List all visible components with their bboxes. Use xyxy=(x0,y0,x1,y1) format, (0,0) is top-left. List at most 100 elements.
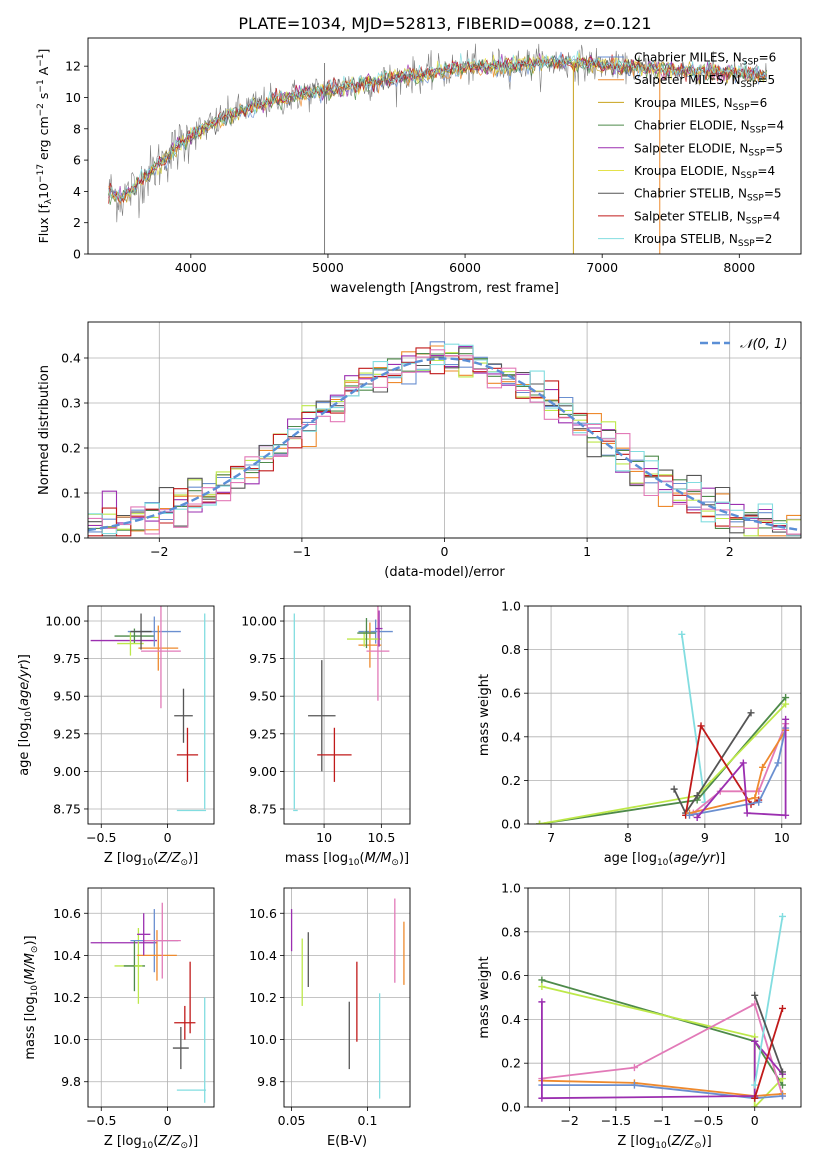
legend-label-8: Kroupa STELIB, NSSP=2 xyxy=(634,232,772,249)
weight_vs_age-marker xyxy=(751,794,759,802)
residuals-legend: 𝒩(0, 1) xyxy=(700,337,787,352)
age_vs_mass-ytick-label: 9.00 xyxy=(249,764,277,779)
age_vs_mass-frame xyxy=(283,605,411,825)
weight_vs_age-ytick-label: 0.2 xyxy=(501,773,521,788)
age_vs_Z-ytick-label: 9.00 xyxy=(53,764,81,779)
legend-tail: =5 xyxy=(757,73,775,87)
weight_vs_age-marker xyxy=(693,792,701,800)
spectrum-model-line-8 xyxy=(108,50,768,202)
residuals-plot-area xyxy=(88,341,801,537)
legend-label-4: Salpeter ELODIE, NSSP=5 xyxy=(634,141,783,158)
age_vs_Z-point-2 xyxy=(117,631,144,656)
weight_vs_Z-ytick-label: 0.0 xyxy=(501,1100,521,1115)
weight_vs_Z-marker xyxy=(778,1004,786,1012)
weight_vs_Z-frame xyxy=(527,887,802,1108)
legend-subscript: SSP xyxy=(733,103,750,113)
age_vs_Z-ytick-label: 9.75 xyxy=(53,651,81,666)
legend-tail: =4 xyxy=(757,164,775,178)
mass_vs_EBV-plot-area xyxy=(290,898,405,1099)
age_vs_mass-ytick-label: 9.25 xyxy=(249,726,277,741)
histogram-step-8 xyxy=(88,349,801,535)
weight_vs_age-marker xyxy=(774,759,782,767)
legend-text: Kroupa STELIB, N xyxy=(634,232,738,246)
spectrum-xtick-label: 5000 xyxy=(312,260,344,275)
weight_vs_age-series-line-3 xyxy=(673,712,752,815)
weight_vs_age-ytick-label: 0.8 xyxy=(501,642,521,657)
age_vs_Z-point-4 xyxy=(138,625,179,671)
spectrum-ytick-label: 8 xyxy=(73,121,81,136)
mass_vs_EBV-ytick-label: 10.0 xyxy=(249,1032,277,1047)
x-axis-label: wavelength [Angstrom, rest frame] xyxy=(330,281,559,296)
age_vs_mass-point-3 xyxy=(347,631,382,647)
weight_vs_age-xtick-label: 10 xyxy=(774,830,790,845)
legend-tail: =4 xyxy=(763,209,781,223)
weight_vs_Z-marker xyxy=(630,1081,638,1089)
age_vs_mass-point-7 xyxy=(317,727,352,782)
weight_vs_Z-marker xyxy=(538,976,546,984)
mass_vs_Z-point-7 xyxy=(137,913,151,956)
weight_vs_age-ytick-label: 1.0 xyxy=(501,599,521,614)
mass_vs_Z-ytick-label: 10.6 xyxy=(53,906,81,921)
legend-text: Salpeter STELIB, N xyxy=(634,209,746,223)
weight_vs_Z-xtick-label: −1 xyxy=(653,1113,671,1128)
mass_vs_Z-point-6 xyxy=(143,902,181,979)
legend-label-5: Kroupa ELODIE, NSSP=4 xyxy=(634,164,775,181)
legend-subscript: SSP xyxy=(746,216,763,226)
weight_vs_Z-series-line-2 xyxy=(541,1002,784,1097)
weight_vs_age-ytick-label: 0.6 xyxy=(501,686,521,701)
spectrum-plot-area xyxy=(108,43,768,254)
x-axis-label: Z [log10(Z/Z⊙)] xyxy=(617,1134,711,1151)
mass_vs_Z-frame xyxy=(87,887,215,1108)
weight_vs_Z-panel: −2 −1.5 −1 −0.5 0 0.0 0.2 0.4 0.6 0.8 1.0 Z [log10(… xyxy=(477,881,802,1151)
weight_vs_age-xtick-label: 8 xyxy=(624,830,632,845)
weight_vs_Z-xtick-label: −1.5 xyxy=(601,1113,631,1128)
weight_vs_age-series-line-8 xyxy=(696,719,787,819)
spectrum-xtick-label: 7000 xyxy=(586,260,618,275)
age_vs_Z-point-8 xyxy=(176,727,199,782)
legend-subscript: SSP xyxy=(738,239,755,249)
weight_vs_age-marker xyxy=(782,694,790,702)
weight_vs_age-ytick-label: 0.0 xyxy=(501,817,521,832)
weight_vs_Z-marker xyxy=(630,1064,638,1072)
weight_vs_age-marker xyxy=(685,811,693,819)
weight_vs_age-marker xyxy=(743,809,751,817)
age_vs_mass-ytick-label: 10.00 xyxy=(241,614,277,629)
x-axis-label: mass [log10(M/M⊙)] xyxy=(285,851,409,868)
age_vs_Z-point-5 xyxy=(141,606,181,709)
age_vs_mass-point-5 xyxy=(375,610,383,647)
weight_vs_Z-marker xyxy=(751,1103,759,1107)
x-axis-label: (data-model)/error xyxy=(384,565,505,580)
legend-subscript: SSP xyxy=(742,58,759,68)
weight_vs_Z-ytick-label: 0.6 xyxy=(501,968,521,983)
legend-text: Chabrier ELODIE, N xyxy=(634,119,750,133)
spectrum-ytick-label: 6 xyxy=(73,153,81,168)
mass_vs_Z-point-8 xyxy=(172,1026,189,1070)
spectrum-ytick-label: 12 xyxy=(65,59,81,74)
weight_vs_Z-marker xyxy=(778,1092,786,1100)
mass_vs_Z-xtick-label: 0 xyxy=(164,1113,172,1128)
residuals-xtick-label: 1 xyxy=(583,544,591,559)
age_vs_mass-xtick-label: 10 xyxy=(316,830,332,845)
weight_vs_age-marker xyxy=(536,820,544,824)
weight_vs_age-marker xyxy=(670,785,678,793)
spectrum-ytick-label: 10 xyxy=(65,90,81,105)
age_vs_Z-panel: −0.5 0 8.75 9.00 9.25 9.50 9.75 10.00 Z [log10(Z… xyxy=(17,605,215,868)
weight_vs_Z-marker xyxy=(778,1081,786,1089)
legend-text: Salpeter ELODIE, N xyxy=(634,141,748,155)
age_vs_Z-ytick-label: 10.00 xyxy=(45,614,81,629)
legend-label-0: Chabrier MILES, NSSP=6 xyxy=(634,51,776,68)
mass_vs_EBV-frame xyxy=(283,887,411,1108)
weight_vs_Z-marker xyxy=(538,1094,546,1102)
spectrum-panel: 4000 5000 6000 7000 8000 0 2 4 6 8 10 12 Chabrier MI… xyxy=(36,37,802,296)
age_vs_mass-point-6 xyxy=(308,660,336,772)
legend-tail: =5 xyxy=(764,187,782,201)
age_vs_mass-point-4 xyxy=(357,618,376,649)
mass_vs_Z-point-5 xyxy=(137,930,177,981)
mass_vs_EBV-ytick-label: 10.4 xyxy=(249,948,277,963)
age_vs_mass-plot-area xyxy=(293,606,393,812)
legend-tail: =5 xyxy=(765,141,783,155)
mass_vs_Z-ytick-label: 10.0 xyxy=(53,1032,81,1047)
legend-label-7: Salpeter STELIB, NSSP=4 xyxy=(634,209,780,226)
